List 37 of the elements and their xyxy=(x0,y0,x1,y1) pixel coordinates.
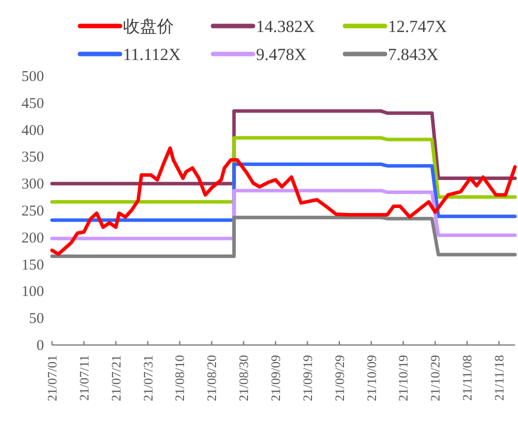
x-tick-label: 21/07/01 xyxy=(44,355,60,402)
legend-label: 12.747X xyxy=(388,17,448,36)
line-series xyxy=(50,136,517,204)
y-tick-label: 350 xyxy=(22,150,44,166)
x-tick-label: 21/08/30 xyxy=(236,355,252,402)
legend-label: 14.382X xyxy=(256,17,316,36)
x-tick-label: 21/09/29 xyxy=(332,355,347,402)
y-tick-label: 100 xyxy=(22,284,44,300)
x-tick-label: 21/11/08 xyxy=(460,355,475,401)
x-tick-label: 21/11/18 xyxy=(492,355,507,401)
x-tick-label: 21/10/19 xyxy=(396,355,411,402)
y-tick-label: 0 xyxy=(36,338,44,354)
line-series xyxy=(50,146,517,256)
y-tick-label: 50 xyxy=(29,311,44,328)
legend-label: 11.112X xyxy=(123,45,181,64)
x-tick-label: 21/08/20 xyxy=(204,355,220,402)
x-tick-label: 21/08/10 xyxy=(172,355,188,402)
line-series xyxy=(50,216,517,258)
legend-label: 9.478X xyxy=(256,45,307,64)
y-tick-label: 400 xyxy=(22,122,44,139)
y-tick-label: 250 xyxy=(22,204,44,220)
legend-label: 收盘价 xyxy=(123,17,174,36)
x-tick-label: 21/09/19 xyxy=(300,355,315,402)
y-tick-label: 300 xyxy=(22,176,44,193)
legend-label: 7.843X xyxy=(388,45,439,64)
y-tick-label: 450 xyxy=(22,96,44,112)
y-tick-label: 500 xyxy=(22,69,44,85)
y-tick-label: 150 xyxy=(22,257,44,274)
x-tick-label: 21/10/29 xyxy=(428,355,443,402)
x-tick-label: 21/07/11 xyxy=(76,355,92,401)
x-tick-label: 21/07/21 xyxy=(108,355,124,402)
line-series xyxy=(50,162,517,222)
y-tick-label: 200 xyxy=(22,230,44,246)
line-series xyxy=(50,188,517,240)
x-tick-label: 21/07/31 xyxy=(140,355,156,402)
x-tick-label: 21/09/09 xyxy=(268,355,284,402)
x-tick-label: 21/10/09 xyxy=(364,355,379,402)
